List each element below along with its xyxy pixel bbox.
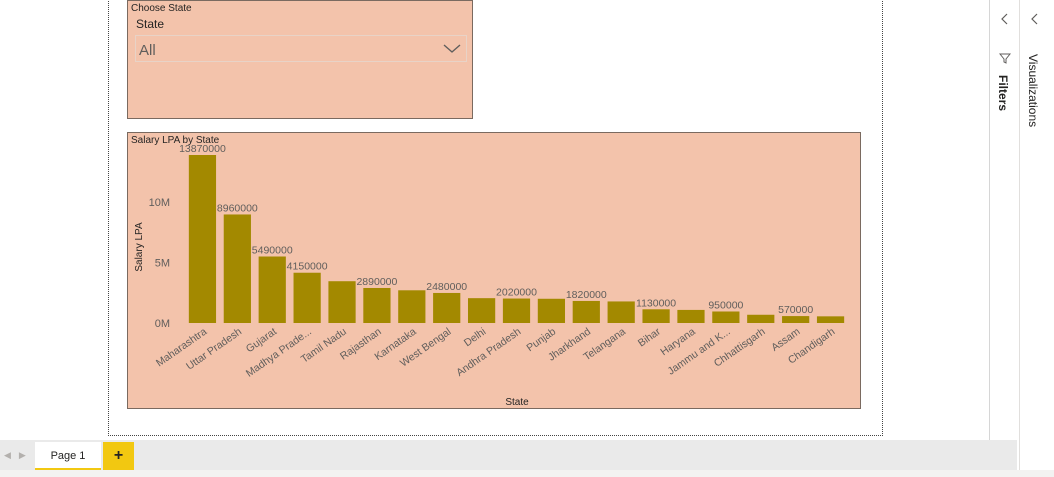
- bar[interactable]: [433, 292, 461, 323]
- chart-title: Salary LPA by State: [131, 135, 220, 146]
- visualizations-pane-label[interactable]: Visualizations: [1026, 54, 1040, 128]
- bar[interactable]: [747, 314, 775, 323]
- add-page-button[interactable]: +: [103, 442, 134, 470]
- collapse-visualizations-icon[interactable]: [1029, 12, 1041, 26]
- bar[interactable]: [677, 309, 705, 323]
- x-tick-label: Andhra Pradesh: [454, 326, 523, 379]
- bar[interactable]: [467, 298, 496, 323]
- visualizations-pane[interactable]: Visualizations: [1019, 0, 1051, 470]
- y-tick-label: 0M: [155, 318, 170, 330]
- bar[interactable]: [572, 300, 600, 323]
- slicer-dropdown[interactable]: All: [135, 35, 467, 62]
- filters-pane-label[interactable]: Filters: [996, 75, 1010, 112]
- data-label: 13870000: [179, 143, 226, 155]
- data-label: 1820000: [566, 289, 607, 301]
- slicer-title: Choose State: [131, 3, 192, 14]
- y-axis-title: Salary LPA: [134, 222, 145, 272]
- data-label: 5490000: [252, 245, 293, 257]
- salary-bar-chart[interactable]: Salary LPA by State Salary LPA 0M 5M 10M 1…: [127, 132, 861, 409]
- bar[interactable]: [293, 272, 321, 323]
- report-canvas-area: Choose State State All Salary LPA by Sta…: [108, 0, 883, 436]
- status-bar: [0, 470, 1054, 477]
- bar[interactable]: [398, 290, 426, 323]
- data-label: 2020000: [496, 287, 537, 299]
- bar[interactable]: [642, 309, 670, 323]
- slicer-selected-value: All: [139, 42, 156, 59]
- bar[interactable]: [258, 256, 286, 323]
- right-panes: Filters Visualizations: [989, 0, 1054, 470]
- bar[interactable]: [816, 316, 845, 323]
- data-label: 4150000: [287, 261, 328, 273]
- data-label: 1130000: [636, 297, 676, 309]
- data-label: 2480000: [426, 281, 467, 293]
- bar[interactable]: [502, 298, 531, 323]
- bar[interactable]: [607, 301, 635, 323]
- data-label: 2890000: [356, 276, 397, 288]
- bar[interactable]: [328, 281, 356, 323]
- y-tick-label: 10M: [149, 197, 170, 209]
- y-tick-label: 5M: [155, 257, 170, 269]
- bar[interactable]: [537, 298, 566, 323]
- slicer-field-header: State: [136, 17, 165, 31]
- bar-chart-svg: Salary LPA 0M 5M 10M 13870000 8960000 549000…: [134, 143, 845, 408]
- page-tab-bar: ◀▶ Page 1 +: [0, 440, 1017, 470]
- bar[interactable]: [188, 155, 217, 323]
- filter-icon: [999, 53, 1011, 64]
- x-axis-title: State: [505, 397, 529, 408]
- data-label: 950000: [708, 299, 743, 311]
- bar[interactable]: [712, 311, 740, 323]
- bar[interactable]: [782, 316, 810, 323]
- data-label: 570000: [778, 304, 813, 316]
- state-slicer[interactable]: Choose State State All: [127, 0, 473, 119]
- filters-pane[interactable]: Filters: [990, 0, 1022, 470]
- bar[interactable]: [363, 287, 391, 323]
- tab-page-1[interactable]: Page 1: [35, 442, 101, 470]
- x-tick-label: Delhi: [462, 326, 488, 350]
- collapse-filters-icon[interactable]: [999, 12, 1011, 26]
- x-tick-label: Bihar: [636, 325, 663, 349]
- bar[interactable]: [223, 214, 251, 323]
- data-label: 8960000: [217, 202, 258, 214]
- chevron-down-icon[interactable]: [441, 39, 463, 57]
- page-nav-arrows-icon[interactable]: ◀▶: [4, 450, 34, 460]
